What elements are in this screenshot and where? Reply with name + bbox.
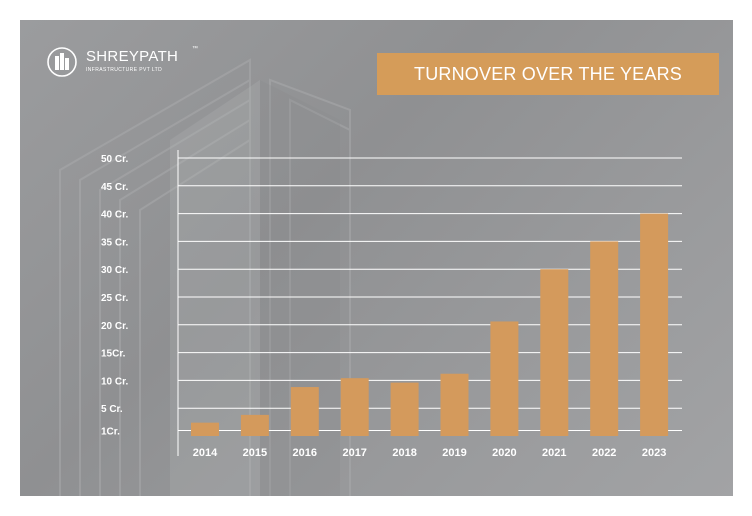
y-tick-label: 10 Cr. <box>101 376 128 387</box>
bar-2015 <box>240 414 269 436</box>
x-tick-label: 2019 <box>442 447 466 459</box>
bar-2014 <box>191 422 219 436</box>
x-tick-label: 2015 <box>243 447 267 459</box>
bar-2021 <box>540 269 569 436</box>
background-art <box>59 58 351 496</box>
x-tick-label: 2022 <box>592 447 616 459</box>
x-tick-label: 2023 <box>642 447 666 459</box>
bar-chart: 1Cr. 5 Cr. 10 Cr. 15Cr. 20 Cr. 25 Cr. 30 Cr. 35… <box>101 150 682 459</box>
chart-bars <box>191 213 669 436</box>
x-tick-label: 2017 <box>342 447 366 459</box>
brand-name: SHREYPATH <box>86 48 179 65</box>
bar-2019 <box>440 373 469 436</box>
chart-title: TURNOVER OVER THE YEARS <box>414 63 682 84</box>
y-tick-label: 20 Cr. <box>101 321 128 332</box>
building-logo-icon <box>47 47 77 77</box>
y-tick-label: 35 Cr. <box>101 237 128 248</box>
bar-2022 <box>590 241 619 436</box>
chart-title-banner: TURNOVER OVER THE YEARS <box>377 53 719 95</box>
x-tick-label: 2014 <box>193 447 218 459</box>
brand-subtitle: INFRASTRUCTURE PVT LTD <box>86 67 163 73</box>
y-tick-label: 15Cr. <box>101 349 126 360</box>
y-tick-label: 5 Cr. <box>101 404 123 415</box>
y-tick-label: 50 Cr. <box>101 154 128 165</box>
y-tick-label: 30 Cr. <box>101 265 128 276</box>
x-tick-label: 2018 <box>392 447 416 459</box>
y-tick-label: 25 Cr. <box>101 293 128 304</box>
x-axis-labels: 2014 2015 2016 2017 2018 2019 2020 2021 2022 2023 <box>193 447 667 459</box>
bar-2023 <box>640 213 669 436</box>
bar-2020 <box>490 321 519 436</box>
y-tick-label: 1Cr. <box>101 426 120 437</box>
bar-2018 <box>390 382 419 436</box>
brand-trademark: ™ <box>192 46 198 52</box>
x-tick-label: 2021 <box>542 447 566 459</box>
y-tick-label: 45 Cr. <box>101 182 128 193</box>
slide: SHREYPATH ™ INFRASTRUCTURE PVT LTD TURNO… <box>20 20 733 496</box>
x-tick-label: 2020 <box>492 447 516 459</box>
x-tick-label: 2016 <box>293 447 317 459</box>
y-axis-labels: 1Cr. 5 Cr. 10 Cr. 15Cr. 20 Cr. 25 Cr. 30 Cr. 35… <box>101 154 128 437</box>
y-tick-label: 40 Cr. <box>101 210 128 221</box>
bar-2016 <box>290 387 319 436</box>
bar-2017 <box>340 378 369 436</box>
